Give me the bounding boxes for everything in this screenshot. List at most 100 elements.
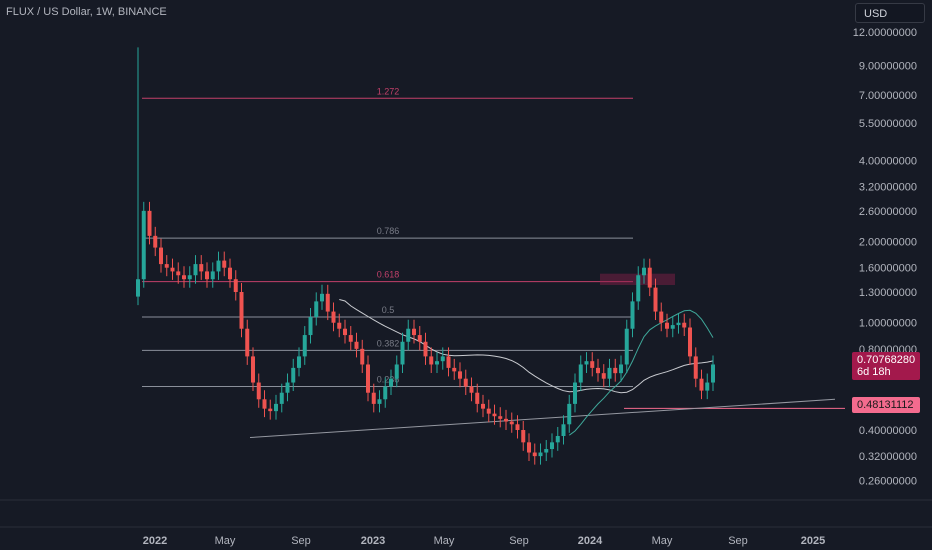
- time-tick-label: May: [652, 535, 673, 547]
- candle-body: [670, 325, 675, 329]
- candle-body: [348, 335, 353, 342]
- price-tick-label: 0.26000000: [859, 475, 917, 487]
- candle-body: [532, 452, 537, 457]
- fib-level-label: 0.618: [377, 270, 400, 280]
- candle-body: [228, 267, 232, 280]
- candle-body: [630, 301, 635, 329]
- candle-body: [492, 413, 497, 417]
- candle-body: [302, 335, 307, 357]
- candle-body: [458, 371, 462, 379]
- price-tick-label: 4.00000000: [859, 155, 917, 167]
- candle-body: [216, 260, 221, 272]
- candle-body: [452, 367, 457, 372]
- candle-body: [676, 322, 681, 326]
- candle-body: [647, 267, 652, 288]
- candle-body: [423, 341, 428, 357]
- candle-body: [239, 292, 244, 329]
- price-tick-label: 1.60000000: [859, 263, 917, 275]
- price-tick-label: 7.00000000: [859, 90, 917, 102]
- price-tick-label: 2.00000000: [859, 237, 917, 249]
- candle-body: [711, 364, 715, 383]
- time-tick-label: May: [434, 535, 455, 547]
- candle-body: [469, 386, 474, 393]
- price-tick-label: 3.20000000: [859, 182, 917, 194]
- candle-body: [153, 235, 158, 248]
- support-price-tag: 0.48131112: [852, 397, 920, 413]
- candle-body: [619, 364, 623, 374]
- candle-body: [693, 356, 698, 379]
- candle-body: [429, 356, 434, 365]
- ascending-trendline[interactable]: [249, 398, 836, 439]
- plot-area: [0, 499, 932, 528]
- price-tick-label: 1.30000000: [859, 287, 917, 299]
- candle-body: [285, 382, 290, 393]
- candle-body: [573, 382, 577, 404]
- candle-body: [412, 328, 416, 336]
- candle-body: [377, 399, 382, 404]
- candle-body: [538, 452, 543, 457]
- candle-body: [446, 356, 451, 368]
- candle-body: [607, 367, 612, 379]
- candle-body: [337, 322, 342, 329]
- chart-title: FLUX / US Dollar, 1W, BINANCE: [6, 6, 167, 18]
- candle-body: [371, 392, 376, 404]
- candle-body: [688, 327, 692, 357]
- fib-level-label: 0.786: [377, 226, 400, 236]
- fib-level-label: 0.382: [377, 338, 400, 348]
- candle-body: [159, 247, 163, 265]
- candle-body: [527, 442, 531, 453]
- candle-body: [279, 392, 284, 404]
- candle-body: [325, 293, 330, 312]
- candle-body: [187, 275, 192, 280]
- candle-body: [222, 260, 227, 268]
- time-tick-label: Sep: [509, 535, 529, 547]
- candle-body: [314, 301, 319, 318]
- candle-body: [509, 421, 514, 425]
- candle-body: [389, 378, 393, 387]
- candle-body: [308, 317, 313, 336]
- current-price-value: 0.70768280: [857, 354, 916, 366]
- trendline: [249, 398, 836, 439]
- candle-body: [578, 364, 583, 383]
- candle-body: [659, 311, 664, 323]
- time-tick-label: 2023: [361, 535, 385, 547]
- candle-body: [544, 449, 549, 453]
- candle-body: [394, 364, 399, 379]
- candle-body: [193, 264, 198, 276]
- candle-body: [256, 382, 261, 400]
- time-tick-label: 2022: [143, 535, 167, 547]
- time-tick-label: 2025: [801, 535, 825, 547]
- time-tick-label: 2024: [578, 535, 603, 547]
- candle-body: [601, 373, 606, 379]
- candle-body: [653, 287, 658, 312]
- candle-body: [463, 378, 468, 387]
- candle-body: [555, 436, 560, 443]
- candle-body: [613, 367, 618, 374]
- price-tick-label: 0.40000000: [859, 425, 917, 437]
- candle-body: [343, 328, 347, 336]
- fib-level-label: 1.272: [377, 86, 400, 96]
- candle-body: [417, 335, 422, 342]
- candle-body: [636, 275, 641, 302]
- candle-body: [705, 382, 710, 391]
- price-tick-label: 0.32000000: [859, 451, 917, 463]
- candle-body: [164, 264, 169, 268]
- price-tick-label: 9.00000000: [859, 60, 917, 72]
- currency-button[interactable]: USD: [855, 3, 925, 23]
- candle-body: [504, 418, 508, 422]
- candle-body: [141, 210, 146, 280]
- candle-body: [297, 356, 301, 368]
- candle-body: [251, 356, 255, 383]
- price-tick-label: 12.00000000: [853, 27, 917, 39]
- candle-body: [291, 367, 296, 383]
- candle-body: [170, 267, 175, 272]
- candles: [136, 47, 715, 465]
- time-left-label: 6d 18h: [857, 366, 891, 378]
- candle-body: [435, 361, 439, 365]
- candle-body: [205, 271, 209, 280]
- time-axis: 2022 May Sep 2023 May Sep 2024 May Sep 2025: [143, 535, 825, 547]
- price-tick-label: 5.50000000: [859, 118, 917, 130]
- candle-body: [274, 403, 278, 412]
- price-tick-label: 2.60000000: [859, 206, 917, 218]
